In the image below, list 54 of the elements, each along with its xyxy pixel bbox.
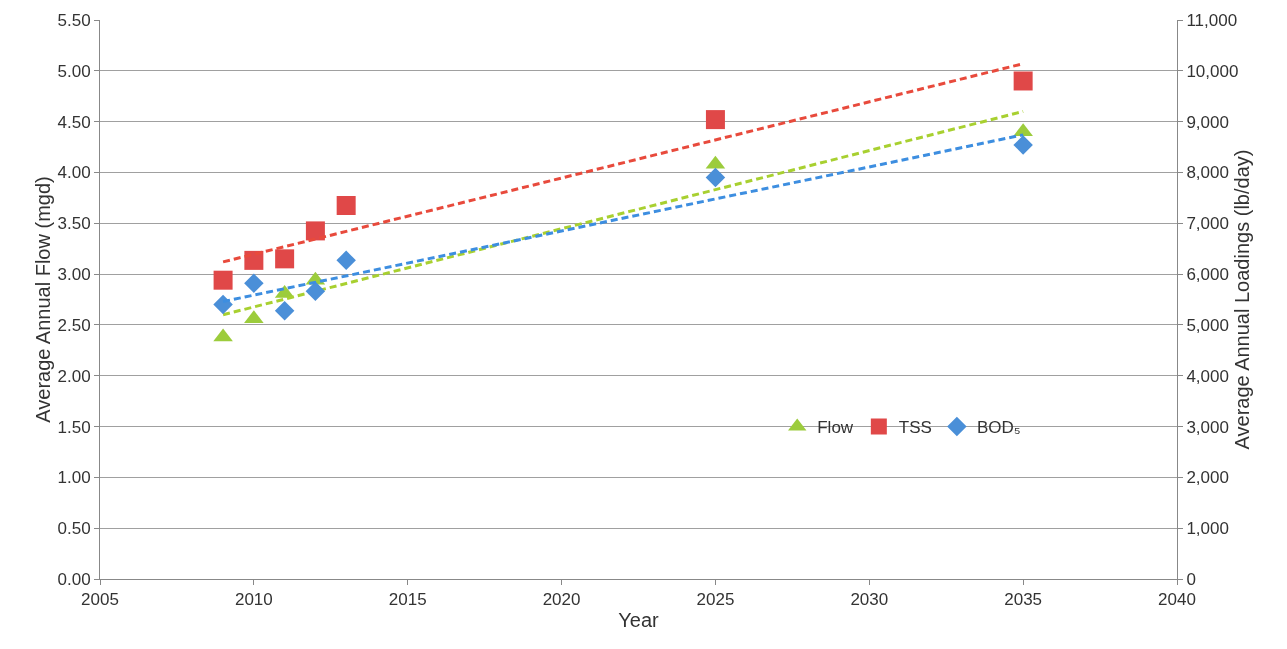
y2-tick-label: 3,000: [1186, 417, 1229, 437]
y2-tick-label: 8,000: [1186, 163, 1229, 183]
y2-tick-label: 4,000: [1186, 366, 1229, 386]
y-tick-label: 1.50: [57, 417, 91, 437]
y-tick-label: 1.00: [57, 468, 91, 488]
x-tick-label: 2035: [1004, 590, 1043, 610]
x-axis-title: Year: [618, 608, 660, 631]
point: [213, 270, 233, 290]
point: [1013, 71, 1033, 91]
point: [275, 249, 295, 269]
y2-tick-label: 5,000: [1186, 315, 1229, 335]
x-tick-label: 2030: [850, 590, 889, 610]
point: [705, 110, 725, 130]
point: [705, 167, 726, 188]
y-tick-label: 4.00: [57, 163, 91, 183]
x-tick-label: 2025: [696, 590, 735, 610]
y-tick-label: 4.50: [57, 112, 91, 132]
y2-tick-label: 1,000: [1186, 519, 1229, 539]
point: [305, 281, 326, 302]
y-tick-label: 0.00: [57, 569, 91, 589]
legend-label: TSS: [898, 418, 932, 438]
y2-tick-label: 9,000: [1186, 112, 1229, 132]
point: [213, 328, 233, 342]
y2-tick-label: 11,000: [1186, 10, 1238, 30]
y2-tick-label: 6,000: [1186, 265, 1229, 285]
point: [1013, 135, 1033, 155]
point: [305, 221, 325, 241]
y2-tick-label: 10,000: [1186, 61, 1239, 81]
point: [1013, 123, 1033, 137]
point: [213, 294, 233, 315]
point: [274, 300, 295, 321]
y-tick-label: 0.50: [57, 519, 91, 539]
y2-axis-title: Average Annual Loadings (lb/day): [1230, 149, 1253, 450]
x-tick-label: 2005: [81, 590, 119, 610]
legend-label: Flow: [817, 418, 854, 438]
y-tick-label: 5.00: [57, 61, 91, 81]
x-tick-label: 2040: [1158, 590, 1196, 610]
point: [244, 310, 264, 324]
x-tick-label: 2020: [542, 590, 581, 610]
legend-label: BOD₅: [976, 418, 1021, 438]
x-tick-label: 2015: [388, 590, 427, 610]
point: [336, 250, 356, 271]
point: [336, 195, 356, 215]
y-axis-title: Average Annual Flow (mgd): [32, 176, 54, 423]
y2-tick-label: 7,000: [1186, 214, 1229, 234]
y-tick-label: 2.50: [57, 315, 91, 335]
y-tick-label: 5.50: [57, 10, 91, 30]
point: [244, 273, 264, 293]
y-tick-label: 3.00: [57, 265, 91, 285]
y-tick-label: 2.00: [57, 366, 91, 386]
y-tick-label: 3.50: [57, 214, 91, 234]
x-tick-label: 2010: [234, 590, 273, 610]
y2-tick-label: 2,000: [1186, 468, 1229, 488]
y2-tick-label: 0: [1186, 569, 1196, 589]
